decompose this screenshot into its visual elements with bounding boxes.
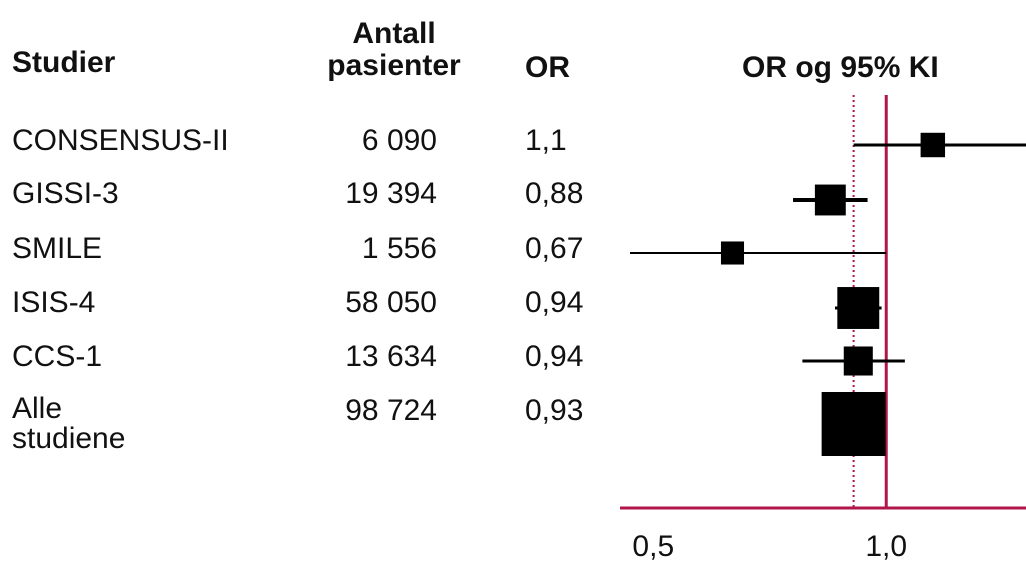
pooled-estimate-marker — [822, 392, 886, 456]
x-tick-label: 1,0 — [865, 530, 907, 561]
study-estimate-marker — [721, 241, 744, 264]
study-estimate-marker — [837, 287, 879, 329]
study-estimate-marker — [844, 346, 873, 375]
x-tick-label: 0,5 — [632, 530, 674, 561]
study-estimate-marker — [815, 185, 846, 216]
study-estimate-marker — [921, 133, 945, 157]
